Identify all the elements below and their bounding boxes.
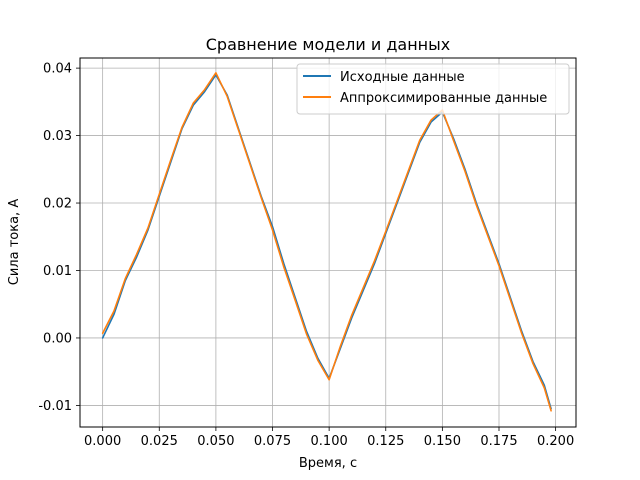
x-tick-label: 0.175 <box>480 434 517 449</box>
y-tick-label: 0.00 <box>43 331 72 346</box>
series-lines <box>101 72 552 412</box>
series-line-approximated <box>101 72 552 412</box>
y-tick-label: -0.01 <box>38 399 72 414</box>
plot-frame <box>79 57 577 428</box>
x-tick-label: 0.075 <box>254 434 291 449</box>
x-tick-label: 0.150 <box>424 434 461 449</box>
x-tick-label: 0.050 <box>197 434 234 449</box>
y-tick-label: 0.02 <box>43 197 72 212</box>
y-tick-label: 0.03 <box>43 129 72 144</box>
chart-title: Сравнение модели и данных <box>206 35 451 54</box>
x-axis-ticks: 0.000 0.025 0.050 0.075 0.100 0.125 0.150 0.175… <box>84 427 574 449</box>
x-tick-label: 0.200 <box>537 434 574 449</box>
y-axis-ticks: -0.01 0.00 0.01 0.02 0.03 0.04 <box>38 62 80 414</box>
y-axis-label: Сила тока, А <box>7 199 22 286</box>
x-tick-label: 0.025 <box>141 434 178 449</box>
x-tick-label: 0.100 <box>311 434 348 449</box>
legend: Исходные данные Аппроксимированные данны… <box>296 63 570 115</box>
x-tick-label: 0.000 <box>84 434 121 449</box>
legend-box <box>296 63 570 115</box>
x-axis-label: Время, с <box>299 456 357 471</box>
legend-label-original: Исходные данные <box>340 70 465 85</box>
y-tick-label: 0.04 <box>43 62 72 77</box>
y-tick-label: 0.01 <box>43 264 72 279</box>
x-tick-label: 0.125 <box>367 434 404 449</box>
legend-label-approximated: Аппроксимированные данные <box>340 91 547 106</box>
